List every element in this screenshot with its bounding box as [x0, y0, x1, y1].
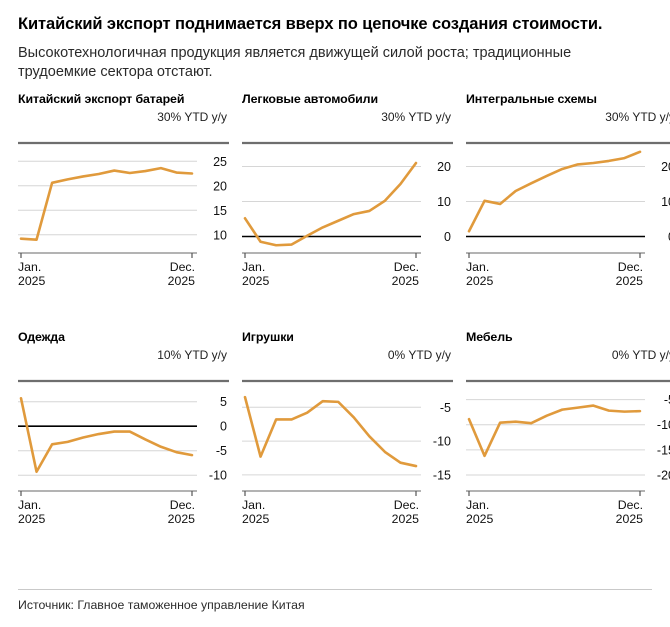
x-axis-labels: Jan. 2025 Dec. 2025 — [242, 260, 453, 292]
x-axis-labels: Jan. 2025 Dec. 2025 — [18, 498, 229, 530]
chart-panel: Китайский экспорт батарей 30% YTD y/y 10 15… — [18, 91, 229, 311]
chart-unit-label: 0% YTD y/y — [611, 348, 670, 363]
chart-line-series — [243, 161, 418, 247]
y-axis-tick-label: -5 — [216, 444, 227, 458]
y-axis-tick-label: 10 — [437, 195, 451, 209]
y-axis-tick-label: 15 — [213, 203, 227, 217]
page-footer: Источник: Главное таможенное управление … — [18, 589, 652, 613]
chart-title: Одежда — [18, 329, 65, 344]
y-axis-tick-label: -15 — [657, 443, 670, 457]
chart-unit-label: 0% YTD y/y — [387, 348, 451, 363]
x-axis-labels: Jan. 2025 Dec. 2025 — [466, 260, 670, 292]
chart-plot-area: 0 10 20 — [466, 131, 670, 259]
chart-panel: Одежда 10% YTD y/y -10 -5 0 5 Jan. 2025 Dec. 2025 — [18, 329, 229, 549]
y-axis-tick-label: -15 — [433, 468, 451, 482]
chart-line-series — [467, 403, 642, 457]
y-axis-tick-label: 0 — [444, 230, 451, 244]
chart-grid: Китайский экспорт батарей 30% YTD y/y 10 15… — [18, 91, 670, 549]
y-axis-tick-label: 5 — [220, 395, 227, 409]
x-axis-label-start: Jan. 2025 — [242, 497, 270, 527]
x-axis-label-start: Jan. 2025 — [18, 259, 46, 289]
x-axis-labels: Jan. 2025 Dec. 2025 — [466, 498, 670, 530]
chart-plot-area: -15 -10 -5 — [242, 369, 453, 497]
y-axis-tick-label: -5 — [664, 393, 670, 407]
chart-panel: Интегральные схемы 30% YTD y/y 0 10 20 Jan.20… — [466, 91, 670, 311]
y-axis-tick-label: 25 — [213, 154, 227, 168]
x-axis-labels: Jan. 2025 Dec. 2025 — [242, 498, 453, 530]
chart-line-series — [19, 166, 194, 241]
y-axis-tick-label: 10 — [213, 228, 227, 242]
x-axis-label-end: Dec. 2025 — [615, 497, 643, 527]
x-axis-label-start: Jan. 2025 — [18, 497, 46, 527]
y-axis-tick-label: 0 — [220, 419, 227, 433]
x-axis-label-start: Jan. 2025 — [242, 259, 270, 289]
x-axis-label-end: Dec. 2025 — [615, 259, 643, 289]
y-axis-tick-label: -10 — [209, 468, 227, 482]
source-note: Источник: Главное таможенное управление … — [18, 598, 305, 613]
footer-divider — [18, 589, 652, 591]
chart-unit-label: 10% YTD y/y — [157, 348, 227, 363]
chart-title: Легковые автомобили — [242, 91, 378, 106]
y-axis-tick-label: 20 — [661, 160, 670, 174]
y-axis-tick-label: 20 — [213, 179, 227, 193]
chart-title: Игрушки — [242, 329, 294, 344]
chart-line-series — [243, 395, 418, 467]
chart-title: Мебель — [466, 329, 513, 344]
y-axis-tick-label: 20 — [437, 160, 451, 174]
chart-plot-area: -10 -5 0 5 — [18, 369, 229, 497]
chart-title: Китайский экспорт батарей — [18, 91, 185, 106]
y-axis-tick-label: -5 — [440, 400, 451, 414]
chart-plot-area: 0 10 20 — [242, 131, 453, 259]
x-axis-label-end: Dec. 2025 — [167, 259, 195, 289]
x-axis-label-start: Jan. 2025 — [466, 497, 494, 527]
page-header: Китайский экспорт поднимается вверх по ц… — [18, 0, 652, 83]
y-axis-tick-label: 0 — [668, 230, 670, 244]
chart-plot-area: 10 15 20 25 — [18, 131, 229, 259]
chart-line-series — [19, 396, 194, 473]
x-axis-labels: Jan. 2025 Dec. 2025 — [18, 260, 229, 292]
chart-plot-area: -20 -15 -10 -5 — [466, 369, 670, 497]
y-axis-tick-label: -10 — [657, 418, 670, 432]
chart-unit-label: 30% YTD y/y — [157, 110, 227, 125]
chart-line-series — [467, 150, 642, 233]
chart-panel: Легковые автомобили 30% YTD y/y 0 10 20 Jan. 2… — [242, 91, 453, 311]
chart-panel: Игрушки 0% YTD y/y -15 -10 -5 Jan. 2025 Dec. 202… — [242, 329, 453, 549]
x-axis-label-end: Dec. 2025 — [391, 497, 419, 527]
x-axis-label-end: Dec. 2025 — [167, 497, 195, 527]
page-title: Китайский экспорт поднимается вверх по ц… — [18, 15, 603, 33]
x-axis-label-start: Jan. 2025 — [466, 259, 494, 289]
chart-panel: Мебель 0% YTD y/y -20 -15 -10 -5 Jan.2025 Dec.2… — [466, 329, 670, 549]
y-axis-tick-label: 10 — [661, 195, 670, 209]
chart-unit-label: 30% YTD y/y — [381, 110, 451, 125]
x-axis-label-end: Dec. 2025 — [391, 259, 419, 289]
chart-unit-label: 30% YTD y/y — [605, 110, 670, 125]
page-subtitle: Высокотехнологичная продукция является д… — [18, 45, 572, 81]
y-axis-tick-label: -20 — [657, 468, 670, 482]
chart-title: Интегральные схемы — [466, 91, 597, 106]
y-axis-tick-label: -10 — [433, 434, 451, 448]
